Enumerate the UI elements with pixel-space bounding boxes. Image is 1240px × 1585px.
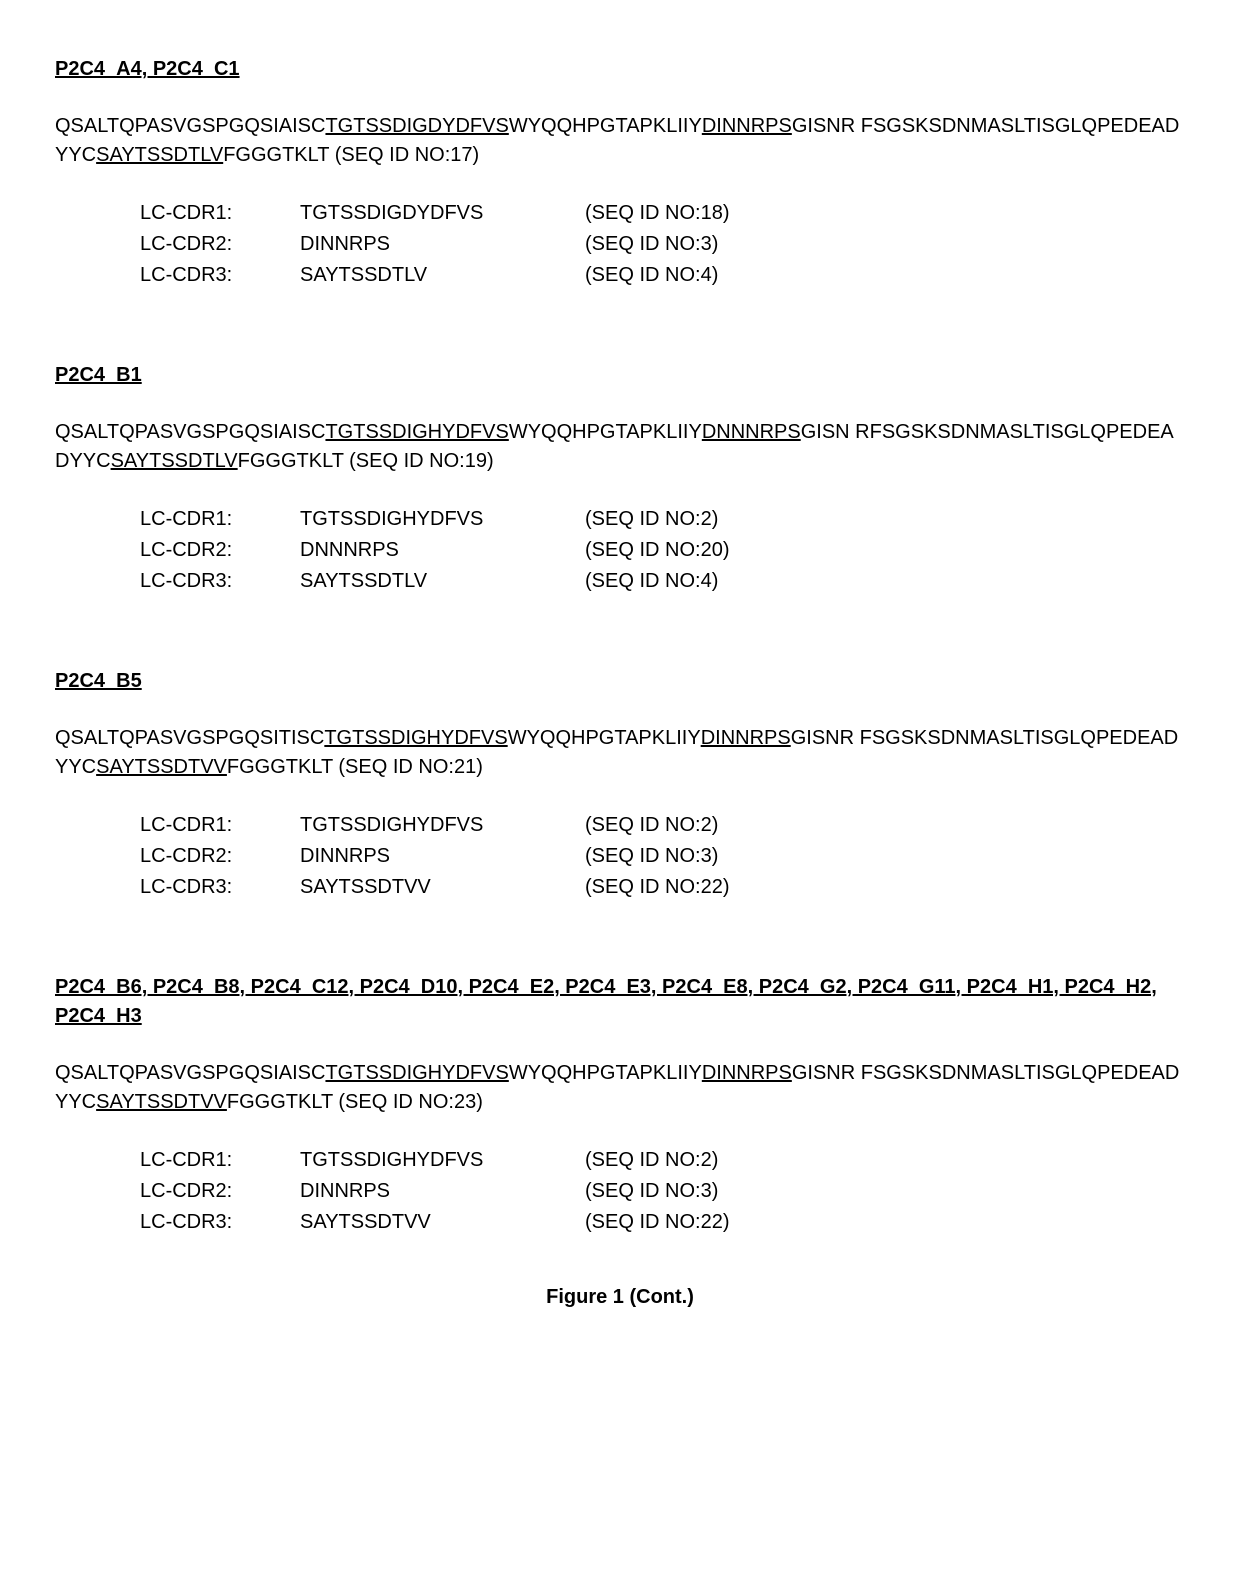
cdr-row: LC-CDR3:SAYTSSDTLV(SEQ ID NO:4): [140, 260, 1185, 291]
cdr-seqid: (SEQ ID NO:2): [585, 1145, 1185, 1176]
cdr-seqid: (SEQ ID NO:2): [585, 810, 1185, 841]
figure-caption: Figure 1 (Cont.): [55, 1283, 1185, 1312]
cdr-segment: TGTSSDIGHYDFVS: [325, 421, 508, 443]
cdr-seqid: (SEQ ID NO:3): [585, 229, 1185, 260]
cdr-seqid: (SEQ ID NO:22): [585, 872, 1185, 903]
cdr-seqid: (SEQ ID NO:22): [585, 1207, 1185, 1238]
sequence-section: P2C4_B1QSALTQPASVGSPGQSIAISCTGTSSDIGHYDF…: [55, 361, 1185, 597]
cdr-seqid: (SEQ ID NO:20): [585, 535, 1185, 566]
cdr-segment: DINNRPS: [701, 727, 791, 749]
cdr-label: LC-CDR2:: [140, 229, 300, 260]
cdr-row: LC-CDR2:DINNRPS(SEQ ID NO:3): [140, 229, 1185, 260]
sequence-segment: FGGGTKLT (SEQ ID NO:21): [227, 756, 483, 778]
cdr-label: LC-CDR1:: [140, 504, 300, 535]
cdr-segment: DINNRPS: [702, 1062, 792, 1084]
cdr-table: LC-CDR1:TGTSSDIGHYDFVS(SEQ ID NO:2)LC-CD…: [140, 504, 1185, 597]
cdr-value: SAYTSSDTLV: [300, 260, 585, 291]
cdr-table: LC-CDR1:TGTSSDIGDYDFVS(SEQ ID NO:18)LC-C…: [140, 198, 1185, 291]
cdr-segment: SAYTSSDTLV: [96, 144, 223, 166]
cdr-row: LC-CDR1:TGTSSDIGHYDFVS(SEQ ID NO:2): [140, 810, 1185, 841]
cdr-table: LC-CDR1:TGTSSDIGHYDFVS(SEQ ID NO:2)LC-CD…: [140, 1145, 1185, 1238]
cdr-row: LC-CDR2:DINNRPS(SEQ ID NO:3): [140, 1176, 1185, 1207]
sequence-segment: WYQQHPGTAPKLIIY: [509, 115, 702, 137]
cdr-table: LC-CDR1:TGTSSDIGHYDFVS(SEQ ID NO:2)LC-CD…: [140, 810, 1185, 903]
cdr-segment: DINNRPS: [702, 115, 792, 137]
sequence-segment: QSALTQPASVGSPGQSIAISC: [55, 1062, 325, 1084]
cdr-segment: TGTSSDIGHYDFVS: [324, 727, 507, 749]
cdr-segment: TGTSSDIGDYDFVS: [325, 115, 508, 137]
cdr-seqid: (SEQ ID NO:3): [585, 1176, 1185, 1207]
cdr-label: LC-CDR2:: [140, 535, 300, 566]
cdr-segment: SAYTSSDTLV: [111, 450, 238, 472]
sequence-segment: QSALTQPASVGSPGQSIAISC: [55, 421, 325, 443]
cdr-label: LC-CDR1:: [140, 810, 300, 841]
cdr-segment: TGTSSDIGHYDFVS: [325, 1062, 508, 1084]
cdr-row: LC-CDR2:DINNRPS(SEQ ID NO:3): [140, 841, 1185, 872]
cdr-value: SAYTSSDTVV: [300, 1207, 585, 1238]
sequence-segment: FGGGTKLT (SEQ ID NO:17): [223, 144, 479, 166]
cdr-value: SAYTSSDTVV: [300, 872, 585, 903]
cdr-label: LC-CDR3:: [140, 1207, 300, 1238]
sequence-block: QSALTQPASVGSPGQSIAISCTGTSSDIGHYDFVSWYQQH…: [55, 418, 1185, 476]
cdr-label: LC-CDR3:: [140, 566, 300, 597]
sequence-section: P2C4_B5QSALTQPASVGSPGQSITISCTGTSSDIGHYDF…: [55, 667, 1185, 903]
cdr-row: LC-CDR2:DNNNRPS(SEQ ID NO:20): [140, 535, 1185, 566]
sequence-block: QSALTQPASVGSPGQSITISCTGTSSDIGHYDFVSWYQQH…: [55, 724, 1185, 782]
cdr-segment: SAYTSSDTVV: [96, 756, 227, 778]
cdr-value: DINNRPS: [300, 229, 585, 260]
section-heading: P2C4_A4, P2C4_C1: [55, 55, 1185, 84]
section-heading: P2C4_B6, P2C4_B8, P2C4_C12, P2C4_D10, P2…: [55, 973, 1185, 1031]
sequence-block: QSALTQPASVGSPGQSIAISCTGTSSDIGDYDFVSWYQQH…: [55, 112, 1185, 170]
sequence-segment: WYQQHPGTAPKLIIY: [509, 421, 702, 443]
section-heading: P2C4_B1: [55, 361, 1185, 390]
sequence-section: P2C4_A4, P2C4_C1QSALTQPASVGSPGQSIAISCTGT…: [55, 55, 1185, 291]
cdr-seqid: (SEQ ID NO:18): [585, 198, 1185, 229]
cdr-label: LC-CDR3:: [140, 260, 300, 291]
section-heading: P2C4_B5: [55, 667, 1185, 696]
cdr-value: TGTSSDIGHYDFVS: [300, 504, 585, 535]
cdr-row: LC-CDR3:SAYTSSDTVV(SEQ ID NO:22): [140, 1207, 1185, 1238]
sequence-block: QSALTQPASVGSPGQSIAISCTGTSSDIGHYDFVSWYQQH…: [55, 1059, 1185, 1117]
cdr-seqid: (SEQ ID NO:4): [585, 566, 1185, 597]
cdr-label: LC-CDR2:: [140, 1176, 300, 1207]
cdr-value: TGTSSDIGDYDFVS: [300, 198, 585, 229]
cdr-row: LC-CDR1:TGTSSDIGHYDFVS(SEQ ID NO:2): [140, 504, 1185, 535]
cdr-label: LC-CDR3:: [140, 872, 300, 903]
cdr-seqid: (SEQ ID NO:4): [585, 260, 1185, 291]
sequence-segment: QSALTQPASVGSPGQSITISC: [55, 727, 324, 749]
cdr-label: LC-CDR1:: [140, 198, 300, 229]
cdr-row: LC-CDR3:SAYTSSDTLV(SEQ ID NO:4): [140, 566, 1185, 597]
cdr-row: LC-CDR1:TGTSSDIGDYDFVS(SEQ ID NO:18): [140, 198, 1185, 229]
cdr-seqid: (SEQ ID NO:2): [585, 504, 1185, 535]
cdr-value: DINNRPS: [300, 1176, 585, 1207]
cdr-value: TGTSSDIGHYDFVS: [300, 810, 585, 841]
cdr-value: DINNRPS: [300, 841, 585, 872]
cdr-row: LC-CDR1:TGTSSDIGHYDFVS(SEQ ID NO:2): [140, 1145, 1185, 1176]
cdr-segment: DNNNRPS: [702, 421, 801, 443]
sequence-segment: QSALTQPASVGSPGQSIAISC: [55, 115, 325, 137]
cdr-value: TGTSSDIGHYDFVS: [300, 1145, 585, 1176]
cdr-value: DNNNRPS: [300, 535, 585, 566]
cdr-label: LC-CDR1:: [140, 1145, 300, 1176]
sequence-segment: WYQQHPGTAPKLIIY: [508, 727, 701, 749]
cdr-row: LC-CDR3:SAYTSSDTVV(SEQ ID NO:22): [140, 872, 1185, 903]
cdr-segment: SAYTSSDTVV: [96, 1091, 227, 1113]
sequence-segment: WYQQHPGTAPKLIIY: [509, 1062, 702, 1084]
cdr-seqid: (SEQ ID NO:3): [585, 841, 1185, 872]
sequence-segment: FGGGTKLT (SEQ ID NO:19): [238, 450, 494, 472]
cdr-value: SAYTSSDTLV: [300, 566, 585, 597]
sequence-segment: FGGGTKLT (SEQ ID NO:23): [227, 1091, 483, 1113]
sections-container: P2C4_A4, P2C4_C1QSALTQPASVGSPGQSIAISCTGT…: [55, 55, 1185, 1238]
cdr-label: LC-CDR2:: [140, 841, 300, 872]
sequence-section: P2C4_B6, P2C4_B8, P2C4_C12, P2C4_D10, P2…: [55, 973, 1185, 1238]
